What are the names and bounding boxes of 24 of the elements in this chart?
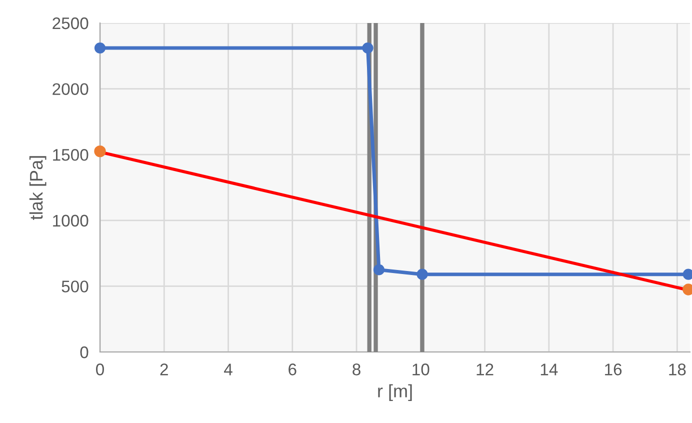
x-tick-label: 16 bbox=[605, 364, 622, 376]
x-tick-label: 8 bbox=[352, 364, 360, 376]
x-tick-label: 10 bbox=[412, 364, 430, 376]
x-axis-title: r [m] bbox=[378, 384, 412, 402]
point bbox=[362, 42, 374, 54]
y-tick-label: 2500 bbox=[52, 17, 88, 30]
y-axis-title: tlak [Pa] bbox=[29, 156, 46, 220]
x-tick-label: 0 bbox=[96, 364, 104, 376]
x-tick-label: 18 bbox=[669, 364, 686, 376]
y-tick-label: 1000 bbox=[53, 214, 88, 227]
point bbox=[94, 42, 106, 54]
x-tick-label: 2 bbox=[160, 364, 168, 376]
point bbox=[373, 264, 385, 276]
y-tick-label: 2000 bbox=[52, 83, 88, 96]
x-tick-label: 12 bbox=[476, 364, 494, 376]
x-tick-label: 6 bbox=[288, 364, 296, 376]
point bbox=[416, 268, 428, 280]
y-tick-label: 1500 bbox=[53, 149, 88, 161]
y-tick-label: 500 bbox=[62, 280, 88, 292]
point bbox=[682, 284, 692, 296]
y-tick-label: 0 bbox=[80, 346, 88, 358]
x-tick-label: 14 bbox=[540, 364, 558, 376]
point bbox=[94, 145, 106, 158]
x-tick-label: 4 bbox=[224, 364, 232, 376]
